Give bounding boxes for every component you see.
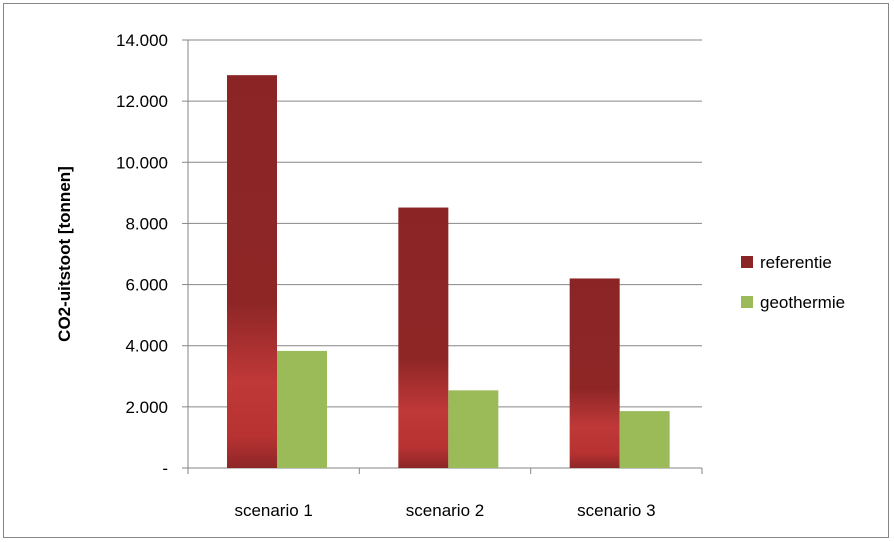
legend-swatch-referentie xyxy=(741,256,753,268)
legend-label-geothermie: geothermie xyxy=(760,293,845,312)
bars xyxy=(227,75,670,469)
y-axis-title: CO2-uitstoot [tonnen] xyxy=(55,166,74,342)
x-tick-label: scenario 3 xyxy=(577,501,655,520)
bar-referentie-3 xyxy=(569,278,620,468)
y-tick-label: 4.000 xyxy=(125,337,168,356)
y-tick-label: 8.000 xyxy=(125,214,168,233)
x-tick-label: scenario 2 xyxy=(406,501,484,520)
x-tick-label: scenario 1 xyxy=(234,501,312,520)
bar-geothermie-3 xyxy=(619,411,670,468)
y-tick-label: 2.000 xyxy=(125,398,168,417)
y-tick-label: 14.000 xyxy=(116,31,168,50)
legend-swatch-geothermie xyxy=(741,296,753,308)
y-tick-label: 12.000 xyxy=(116,92,168,111)
legend-label-referentie: referentie xyxy=(760,253,832,272)
y-tick-label: - xyxy=(162,459,168,478)
bar-referentie-1 xyxy=(227,75,277,469)
y-tick-label: 6.000 xyxy=(125,276,168,295)
y-tick-label: 10.000 xyxy=(116,153,168,172)
legend: referentie geothermie xyxy=(741,253,845,312)
tick-labels: - 2.000 4.000 6.000 8.000 10.000 12.000 14.000 s… xyxy=(116,31,656,520)
bar-geothermie-2 xyxy=(448,390,499,468)
bar-geothermie-1 xyxy=(277,350,327,468)
bar-referentie-2 xyxy=(398,207,449,468)
